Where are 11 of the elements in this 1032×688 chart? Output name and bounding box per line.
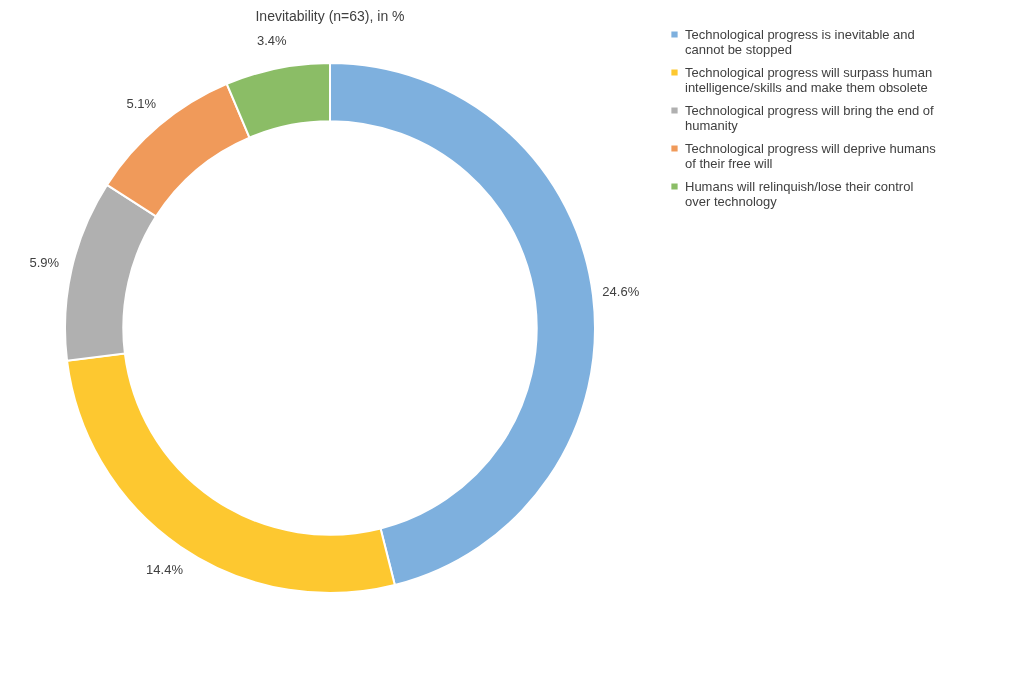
legend-label: Technological progress is inevitable and cannot be stopped xyxy=(685,26,915,57)
data-label: 5.9% xyxy=(29,255,60,271)
chart-title: Inevitability (n=63), in % xyxy=(255,8,405,24)
legend-label: Technological progress will bring the end of humanity xyxy=(685,102,934,133)
data-label: 14.4% xyxy=(146,561,184,577)
legend-label: Humans will relinquish/lose their control over technology xyxy=(685,178,914,209)
legend-label: Technological progress will deprive humans of their free will xyxy=(685,140,937,171)
data-label: 24.6% xyxy=(602,283,640,299)
legend-label: Technological progress will surpass human intelligence/skills and make them obsolete xyxy=(685,64,933,95)
data-label: 5.1% xyxy=(126,95,157,111)
data-label: 3.4% xyxy=(256,32,288,48)
